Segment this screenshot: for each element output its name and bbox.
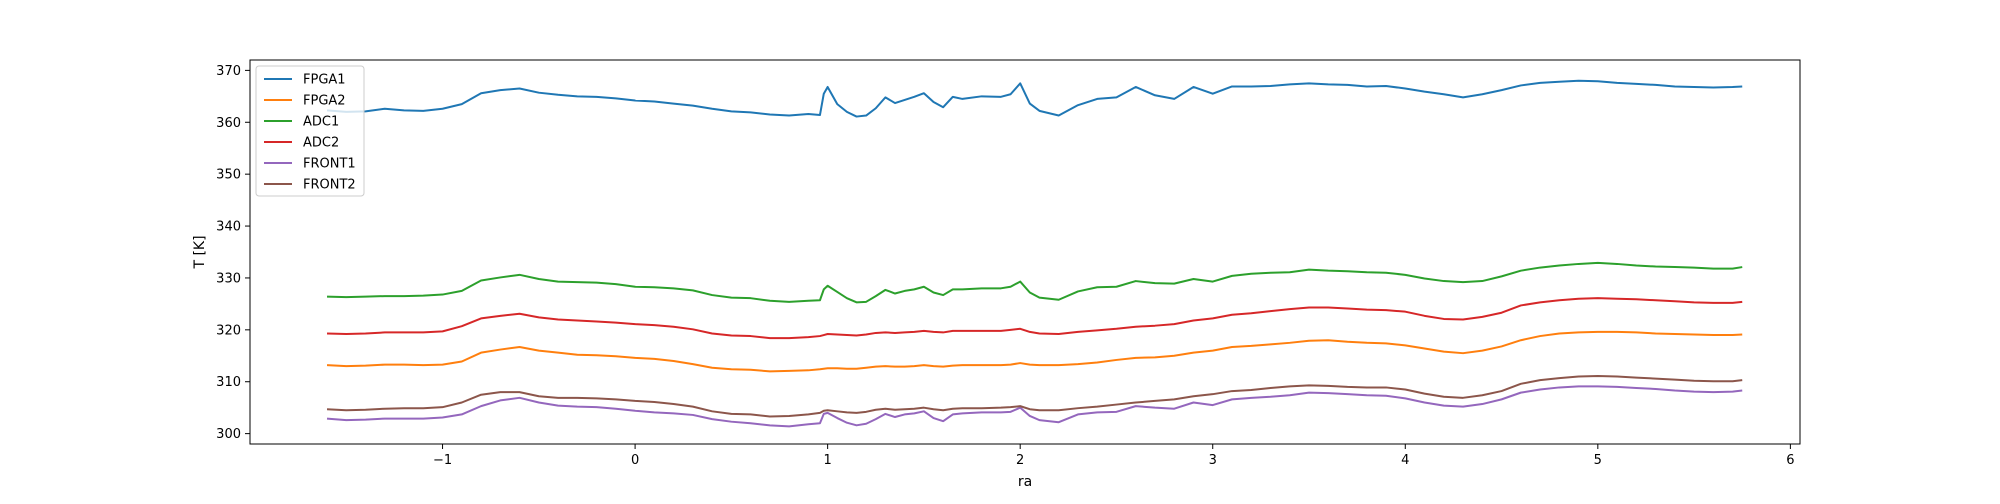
series-line-front2 (326, 375, 1743, 418)
legend-label-adc2: ADC2 (303, 136, 339, 151)
x-tick-label: 5 (1594, 453, 1602, 468)
y-tick-label: 330 (216, 271, 241, 286)
series-layer (326, 79, 1743, 428)
y-tick-label: 340 (216, 220, 241, 235)
x-tick-label: 0 (631, 453, 639, 468)
y-tick-label: 310 (216, 375, 241, 390)
legend-label-adc1: ADC1 (303, 115, 339, 130)
y-axis-label: T [K] (192, 235, 208, 269)
y-tick-label: 370 (216, 64, 241, 79)
x-tick-label: 2 (1016, 453, 1024, 468)
y-tick-label: 300 (216, 427, 241, 442)
x-tick-label: −1 (433, 453, 452, 468)
legend-label-fpga2: FPGA2 (303, 94, 346, 109)
series-line-fpga2 (326, 330, 1743, 373)
series-line-adc1 (326, 261, 1743, 304)
series-line-front1 (326, 385, 1743, 428)
y-tick-label: 350 (216, 168, 241, 183)
series-line-fpga1 (326, 79, 1743, 118)
x-axis-label: ra (1018, 474, 1032, 490)
y-tick-label: 320 (216, 323, 241, 338)
x-tick-label: 4 (1401, 453, 1409, 468)
x-tick-label: 6 (1786, 453, 1794, 468)
x-tick-label: 3 (1209, 453, 1217, 468)
y-axis-ticks: 300 310 320 330 340 350 360 370 (216, 64, 250, 442)
legend-label-front2: FRONT2 (303, 178, 356, 193)
x-tick-label: 1 (823, 453, 831, 468)
x-axis-ticks: −1 0 1 2 3 4 5 6 (433, 444, 1795, 468)
y-tick-label: 360 (216, 116, 241, 131)
legend-label-fpga1: FPGA1 (303, 73, 346, 88)
legend-label-front1: FRONT1 (303, 157, 356, 172)
legend: FPGA1 FPGA2 ADC1 ADC2 FRONT1 FRONT2 (255, 65, 365, 197)
series-line-adc2 (326, 297, 1743, 340)
